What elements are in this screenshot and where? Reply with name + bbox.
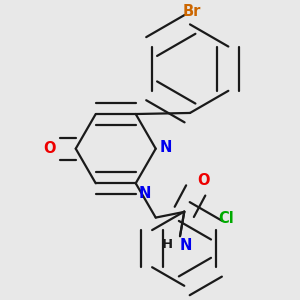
Text: H: H — [162, 238, 173, 250]
Text: N: N — [180, 238, 192, 253]
Text: Cl: Cl — [219, 211, 235, 226]
Text: O: O — [43, 141, 56, 156]
Text: N: N — [139, 186, 151, 201]
Text: N: N — [159, 140, 172, 155]
Text: Br: Br — [182, 4, 201, 19]
Text: O: O — [197, 172, 210, 188]
